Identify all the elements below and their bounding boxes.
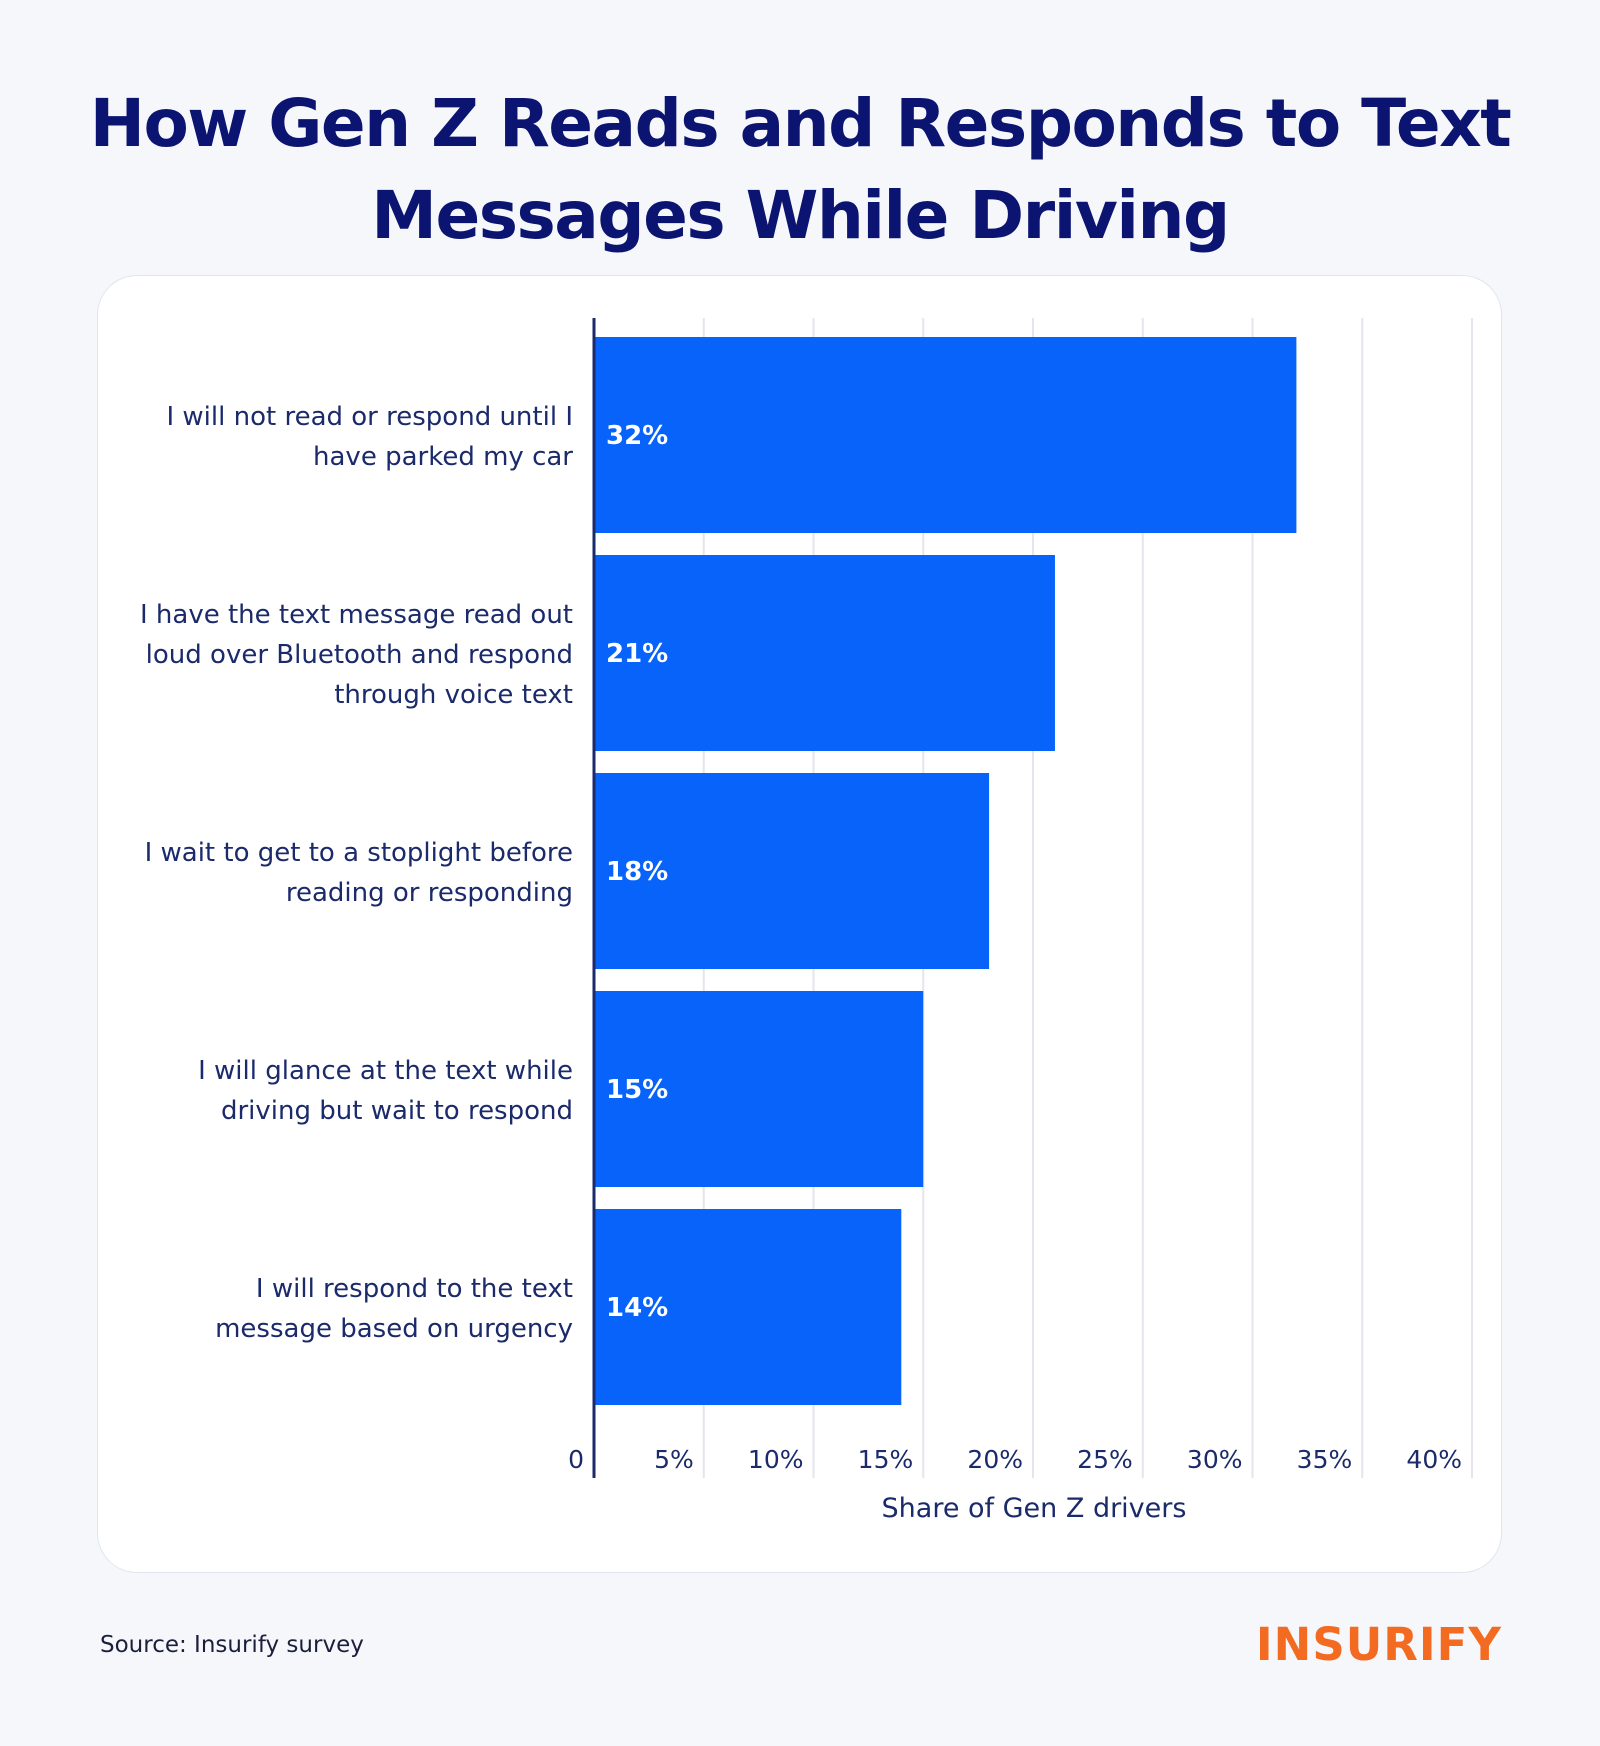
category-label: I have the text message read out <box>140 600 573 630</box>
x-tick-label: 25% <box>1077 1445 1133 1474</box>
bar <box>594 337 1297 533</box>
category-label: have parked my car <box>313 442 573 472</box>
bar <box>594 773 990 969</box>
category-label: driving but wait to respond <box>221 1096 573 1126</box>
chart-title-line-2: Messages While Driving <box>371 177 1230 254</box>
category-label: reading or responding <box>286 878 573 908</box>
bar-value-label: 15% <box>606 1075 668 1105</box>
x-tick-label: 20% <box>967 1445 1023 1474</box>
category-label: I wait to get to a stoplight before <box>145 838 573 868</box>
chart-title: How Gen Z Reads and Responds to Text Mes… <box>0 78 1600 262</box>
category-label: loud over Bluetooth and respond <box>146 640 573 670</box>
x-tick-label: 15% <box>858 1445 914 1474</box>
x-tick-label: 0 <box>568 1445 584 1474</box>
bar <box>594 1209 902 1405</box>
category-label: I will glance at the text while <box>198 1056 573 1086</box>
category-label: through voice text <box>334 680 573 710</box>
bar-value-label: 14% <box>606 1293 668 1323</box>
x-tick-label: 10% <box>748 1445 804 1474</box>
x-tick-label: 5% <box>654 1445 694 1474</box>
bar-value-label: 32% <box>606 421 668 451</box>
x-axis-label: Share of Gen Z drivers <box>882 1493 1187 1524</box>
chart-title-line-1: How Gen Z Reads and Responds to Text <box>89 85 1512 162</box>
bar-value-label: 18% <box>606 857 668 887</box>
x-tick-label: 35% <box>1297 1445 1353 1474</box>
category-label: I will respond to the text <box>256 1274 573 1304</box>
source-note: Source: Insurify survey <box>100 1632 364 1658</box>
bar <box>594 991 924 1187</box>
bar <box>594 555 1055 751</box>
category-label: I will not read or respond until I <box>166 402 573 432</box>
x-tick-label: 30% <box>1187 1445 1243 1474</box>
brand-logo: INSURIFY <box>1255 1618 1502 1671</box>
bar-value-label: 21% <box>606 639 668 669</box>
category-label: message based on urgency <box>215 1314 573 1344</box>
x-tick-label: 40% <box>1406 1445 1462 1474</box>
